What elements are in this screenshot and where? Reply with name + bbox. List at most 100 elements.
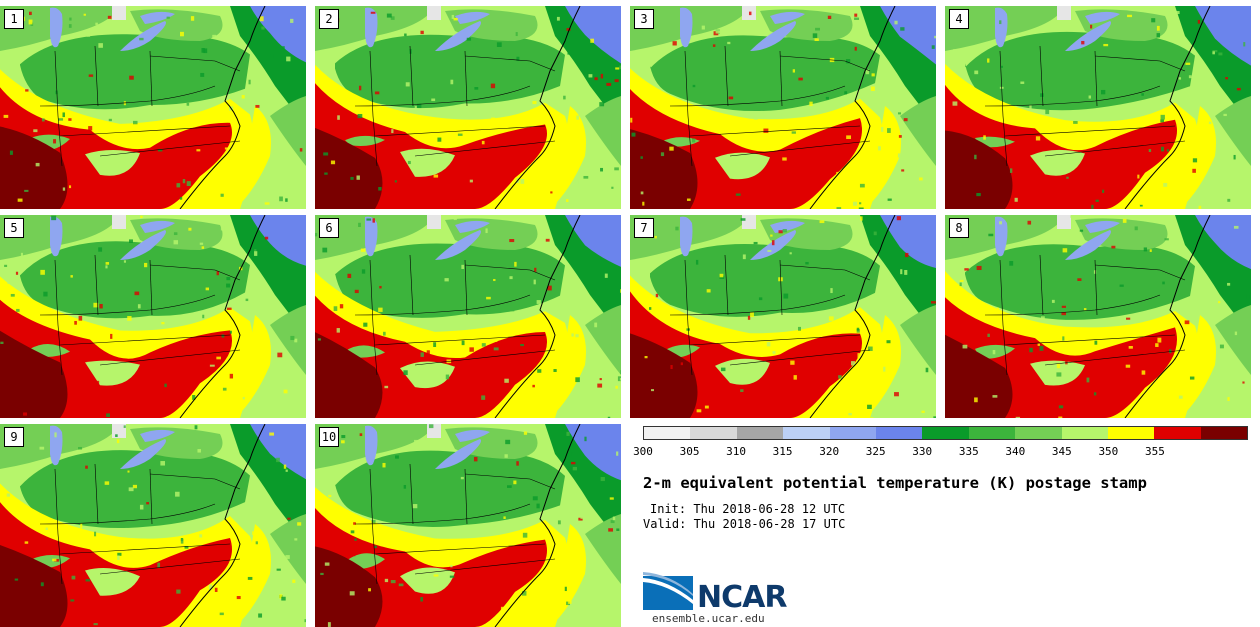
field-speckle	[458, 162, 464, 167]
colorbar-swatch	[644, 427, 691, 439]
field-speckle	[1008, 268, 1014, 273]
field-speckle	[176, 589, 181, 594]
field-speckle	[248, 79, 251, 85]
field-speckle	[1223, 113, 1227, 117]
state-border	[689, 334, 861, 346]
field-speckle	[214, 587, 218, 592]
field-speckle	[504, 378, 509, 383]
field-speckle	[900, 27, 905, 31]
panel-8: 8	[945, 215, 1251, 418]
field-speckle	[445, 374, 450, 380]
field-speckle	[701, 25, 705, 30]
colorbar	[643, 426, 1248, 440]
field-speckle	[330, 160, 336, 165]
field-yellow-offshore	[1160, 106, 1216, 209]
field-speckle	[220, 475, 223, 481]
field-speckle	[575, 334, 579, 338]
coastline	[809, 215, 896, 418]
field-speckle	[1039, 345, 1044, 351]
field-speckle	[166, 16, 170, 19]
field-speckle	[925, 367, 929, 373]
field-speckle	[578, 110, 582, 113]
field-green	[650, 35, 880, 112]
field-speckle	[614, 167, 619, 171]
field-speckle	[1184, 320, 1190, 325]
field-speckle	[356, 175, 360, 180]
field-speckle	[809, 101, 813, 107]
field-speckle	[897, 153, 902, 158]
field-speckle	[691, 138, 696, 143]
field-speckle	[1070, 215, 1074, 218]
field-pale-green-pocket	[400, 148, 455, 177]
field-speckle	[1110, 56, 1115, 61]
field-speckle	[740, 218, 746, 221]
field-speckle	[98, 247, 103, 252]
state-border	[779, 55, 871, 72]
field-speckle	[285, 555, 290, 559]
coastline	[179, 215, 266, 418]
field-speckle	[68, 185, 72, 189]
field-speckle	[1160, 119, 1165, 123]
field-speckle	[129, 75, 134, 80]
field-cool-blue	[565, 424, 621, 481]
field-speckle	[372, 218, 375, 223]
field-speckle	[873, 231, 877, 236]
field-speckle	[68, 24, 72, 28]
field-speckle	[492, 522, 497, 527]
field-pale-green-pocket	[400, 361, 455, 389]
field-speckle	[469, 347, 474, 352]
field-speckle	[1066, 176, 1069, 179]
field-speckle	[504, 454, 508, 458]
field-speckle	[1166, 149, 1169, 152]
field-speckle	[908, 144, 912, 147]
field-speckle	[615, 385, 618, 389]
field-yellow-offshore	[215, 106, 271, 209]
field-speckle	[269, 432, 275, 436]
field-dark-red	[0, 126, 68, 209]
field-speckle	[219, 612, 224, 616]
field-speckle	[576, 27, 579, 32]
field-offshore	[1215, 305, 1251, 375]
field-speckle	[110, 333, 113, 339]
field-speckle	[1126, 317, 1131, 320]
state-border	[779, 264, 871, 281]
field-speckle	[612, 516, 616, 521]
field-speckle	[450, 79, 454, 85]
field-speckle	[431, 98, 436, 102]
field-speckle	[428, 424, 434, 429]
state-border	[984, 294, 1161, 316]
field-speckle	[563, 95, 566, 100]
field-speckle	[1112, 390, 1117, 394]
colorbar-swatch	[690, 427, 737, 439]
field-speckle	[1015, 416, 1021, 418]
field-speckle	[1156, 25, 1160, 31]
field-speckle	[509, 239, 515, 243]
lake-ontario	[140, 220, 175, 233]
field-speckle	[277, 352, 283, 358]
colorbar-tick-label: 345	[1051, 445, 1072, 458]
field-speckle	[45, 527, 48, 531]
field-speckle	[14, 298, 19, 304]
field-speckle	[354, 289, 359, 294]
state-border	[59, 125, 231, 137]
field-speckle	[412, 504, 418, 509]
field-speckle	[953, 49, 958, 53]
lake-ontario	[455, 11, 490, 24]
field-speckle	[391, 129, 394, 134]
field-speckle	[1088, 95, 1092, 99]
field-offshore	[585, 96, 621, 166]
lake-erie	[120, 21, 166, 51]
field-speckle	[451, 14, 455, 19]
field-speckle	[520, 178, 525, 184]
field-speckle	[848, 413, 852, 416]
field-speckle	[528, 532, 534, 535]
field-speckle	[283, 389, 288, 394]
field-speckle	[186, 102, 190, 106]
field-speckle	[58, 118, 64, 121]
field-speckle	[123, 425, 126, 428]
panel-number: 3	[634, 9, 654, 29]
field-speckle	[1192, 158, 1198, 163]
init-time: Init: Thu 2018-06-28 12 UTC	[650, 502, 846, 516]
valid-time: Valid: Thu 2018-06-28 17 UTC	[643, 517, 846, 531]
field-speckle	[728, 96, 734, 100]
